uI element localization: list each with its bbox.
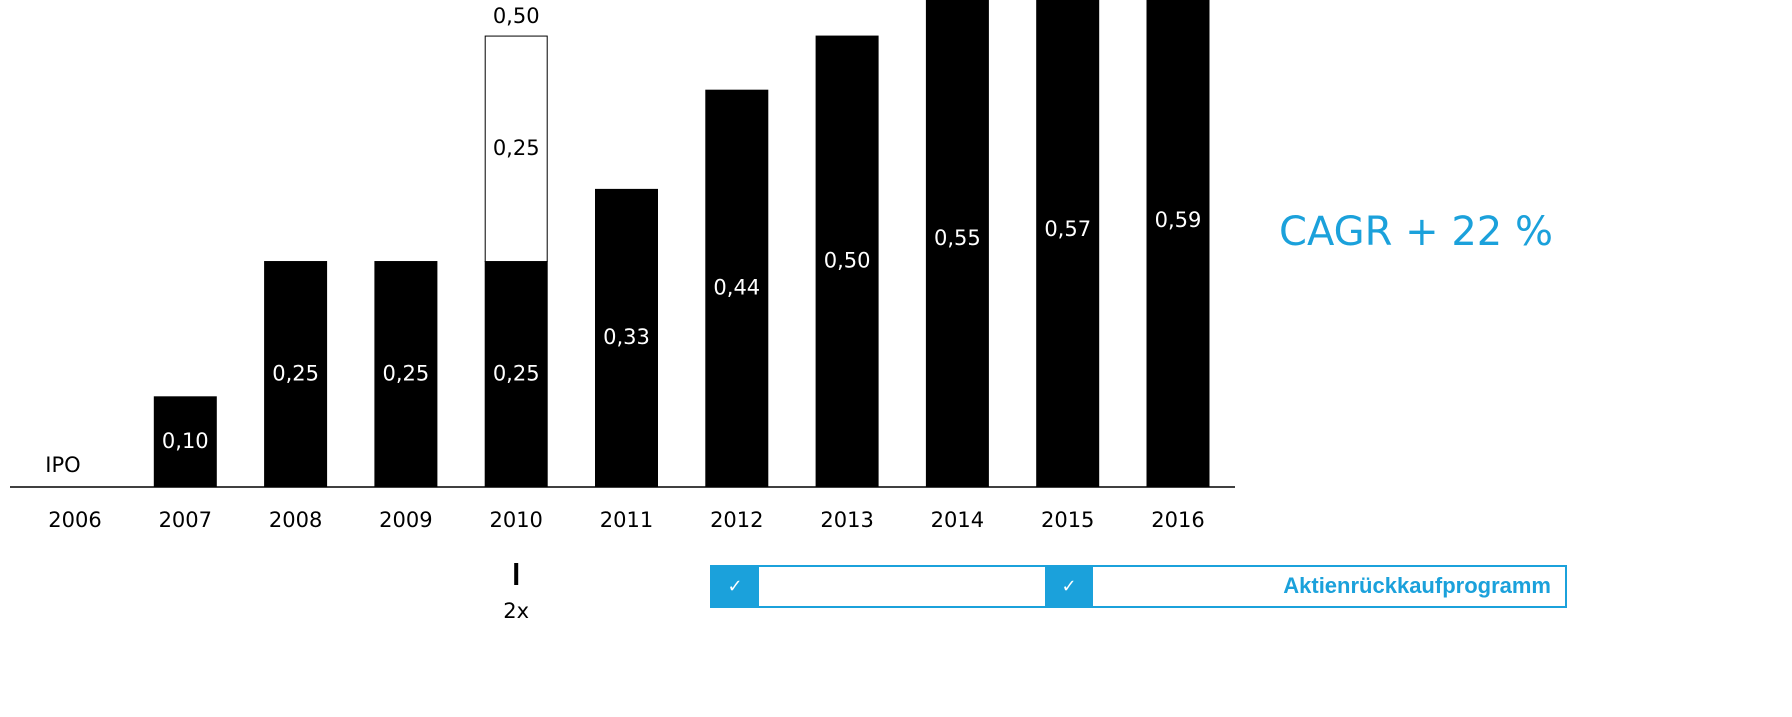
- bar: [925, 0, 989, 488]
- value-label: 0,33: [603, 325, 650, 349]
- ipo-label: IPO: [45, 453, 80, 477]
- value-label: 0,25: [493, 361, 540, 385]
- x-tick-label: 2015: [1041, 508, 1094, 532]
- value-label: 0,10: [162, 429, 209, 453]
- value-label: 0,25: [493, 136, 540, 160]
- multiplier-label: 2x: [503, 599, 529, 623]
- box-outline: [710, 565, 1567, 608]
- x-tick-label: 2011: [600, 508, 653, 532]
- check-box: [1045, 566, 1093, 607]
- value-label: 0,57: [1044, 217, 1091, 241]
- bar: [595, 188, 658, 488]
- x-tick-label: 2006: [48, 508, 101, 532]
- bar: [484, 35, 548, 263]
- check-mark: ✓: [727, 576, 742, 597]
- x-tick-label: 2010: [489, 508, 542, 532]
- x-tick-label: 2008: [269, 508, 322, 532]
- check-mark: ✓: [1061, 576, 1076, 597]
- cagr-label: CAGR + 22 %: [1279, 209, 1553, 255]
- check-box: [711, 566, 759, 607]
- bar: [1036, 0, 1100, 488]
- bar: [264, 261, 328, 488]
- marker-bar: [514, 563, 519, 585]
- x-tick-label: 2016: [1151, 508, 1204, 532]
- value-label: 0,25: [272, 361, 319, 385]
- bar: [1146, 0, 1210, 488]
- value-label: 0,50: [824, 249, 871, 273]
- x-tick-label: 2014: [931, 508, 984, 532]
- value-label: 0,59: [1155, 208, 1202, 232]
- box-label: Aktienrückkaufprogramm: [1283, 573, 1551, 598]
- x-tick-label: 2012: [710, 508, 763, 532]
- x-tick-label: 2009: [379, 508, 432, 532]
- bar: [815, 35, 879, 488]
- bar: [153, 396, 217, 488]
- x-tick-label: 2013: [820, 508, 873, 532]
- x-tick-label: 2007: [159, 508, 212, 532]
- value-label: 0,25: [383, 361, 430, 385]
- total-label: 0,50: [493, 4, 540, 28]
- value-label: 0,55: [934, 226, 981, 250]
- bar: [374, 261, 438, 488]
- bar: [484, 261, 548, 488]
- value-label: 0,44: [713, 276, 760, 300]
